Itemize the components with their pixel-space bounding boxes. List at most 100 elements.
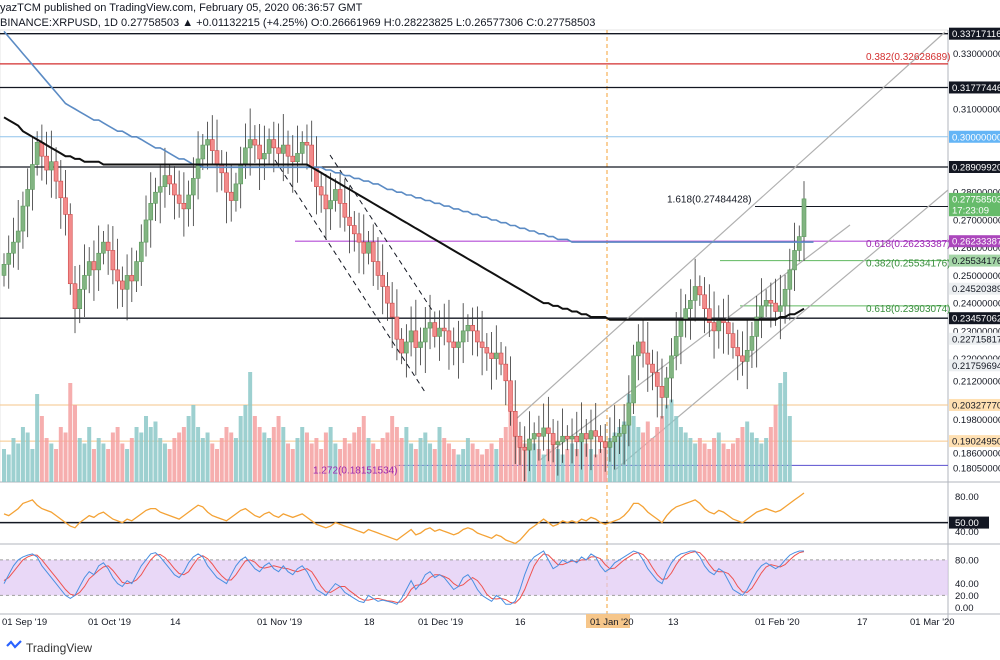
candle-body (252, 139, 258, 146)
time-tick-label: 17 (857, 617, 868, 628)
candle-body (15, 230, 21, 243)
candle-body (20, 205, 26, 232)
candle-body (759, 305, 764, 318)
candle-body (143, 219, 149, 243)
ma100-line (3, 116, 805, 321)
candle-body (465, 325, 471, 332)
candle-body (219, 164, 225, 174)
candle-body (536, 433, 542, 437)
price-label-box (949, 312, 1000, 325)
volume-bar (200, 438, 205, 482)
volume-bar (702, 443, 707, 482)
candle-body (86, 261, 92, 276)
volume-bar (172, 438, 177, 482)
candle-body (744, 349, 750, 362)
volume-bar (470, 443, 475, 482)
volume-bar (73, 405, 78, 482)
candle-body (318, 186, 324, 196)
candle-body (115, 269, 120, 282)
volume-bar (754, 438, 759, 482)
volume-bar (740, 427, 745, 482)
stoch-tick-label: 0.00 (955, 603, 974, 614)
stoch-tick-label: 20.00 (955, 591, 979, 602)
volume-bar (243, 405, 248, 482)
candle-body (280, 144, 286, 154)
volume-bar (745, 421, 750, 482)
volume-bar (300, 427, 305, 482)
candle-body (607, 441, 613, 448)
candle-body (446, 330, 452, 343)
candle-body (290, 155, 296, 163)
candle-body (120, 280, 125, 290)
volume-bar (768, 427, 773, 482)
candle-body (636, 341, 641, 357)
rsi-line (3, 492, 805, 545)
fib-label: 0.382(0.32628689) (866, 52, 951, 63)
time-tick-label: 16 (515, 617, 526, 628)
volume-bar (674, 416, 679, 482)
volume-bar (480, 454, 485, 482)
price-tick-label: 0.31000000 (953, 105, 1000, 116)
candle-body (200, 144, 206, 160)
moving-averages (3, 30, 814, 321)
candle-body (427, 322, 433, 329)
volume-bar (650, 438, 655, 482)
falling-dashed-line (274, 159, 426, 393)
rsi-tick-label: 50.00 (955, 518, 979, 529)
candle-body (460, 330, 466, 343)
price-label-box (949, 359, 1000, 372)
volume-bar (139, 432, 144, 482)
volume-bar (399, 438, 404, 482)
publish-info: yazTCM published on TradingView.com, Feb… (0, 2, 363, 14)
candle-body (370, 241, 376, 262)
candle-body (456, 341, 461, 348)
volume-bar (484, 449, 489, 482)
volume-bar (158, 438, 163, 482)
candle-body (740, 355, 745, 362)
volume-bar (238, 416, 243, 482)
volume-bar (110, 432, 115, 482)
candle-body (626, 402, 632, 426)
volume-bar (560, 454, 565, 482)
volume-bar (361, 416, 366, 482)
volume-bar (631, 416, 636, 482)
price-tick-label: 0.26000000 (953, 243, 1000, 254)
candle-body (517, 435, 523, 448)
candle-body (692, 286, 698, 301)
price-label-box (949, 254, 1000, 267)
volume-bar (309, 443, 314, 482)
volume-bar (783, 372, 788, 482)
stoch-k-line (3, 550, 804, 605)
volume-bar (63, 432, 68, 482)
volume-bar (167, 449, 172, 482)
volume-bar (446, 443, 451, 482)
volume-bar (177, 432, 182, 482)
candle-body (621, 424, 627, 434)
volume-bar (162, 443, 167, 482)
candle-body (588, 430, 594, 440)
candle-body (347, 216, 352, 226)
time-tick-label: 01 Feb '20 (755, 617, 800, 628)
candle-body (304, 142, 310, 146)
volume-bar (82, 443, 87, 482)
candle-body (44, 155, 49, 171)
candle-body (209, 139, 215, 151)
candle-body (148, 203, 154, 221)
ma200-line (3, 30, 814, 243)
volume-bar (451, 449, 456, 482)
rsi-tick-label: 80.00 (955, 492, 979, 503)
volume-bar (319, 449, 324, 482)
tradingview-brand[interactable]: TradingView (6, 640, 92, 655)
volume-bar (499, 438, 504, 482)
volume-bar (375, 449, 380, 482)
candle-body (484, 347, 490, 354)
volume-bar (707, 449, 712, 482)
volume-bar (39, 416, 44, 482)
volume-bar (437, 427, 442, 482)
fib-label: 0.382(0.25534176) (866, 259, 951, 270)
volume-bar (314, 438, 319, 482)
candle-body (669, 355, 674, 379)
candle-body (602, 441, 608, 448)
candle-body (763, 300, 769, 307)
